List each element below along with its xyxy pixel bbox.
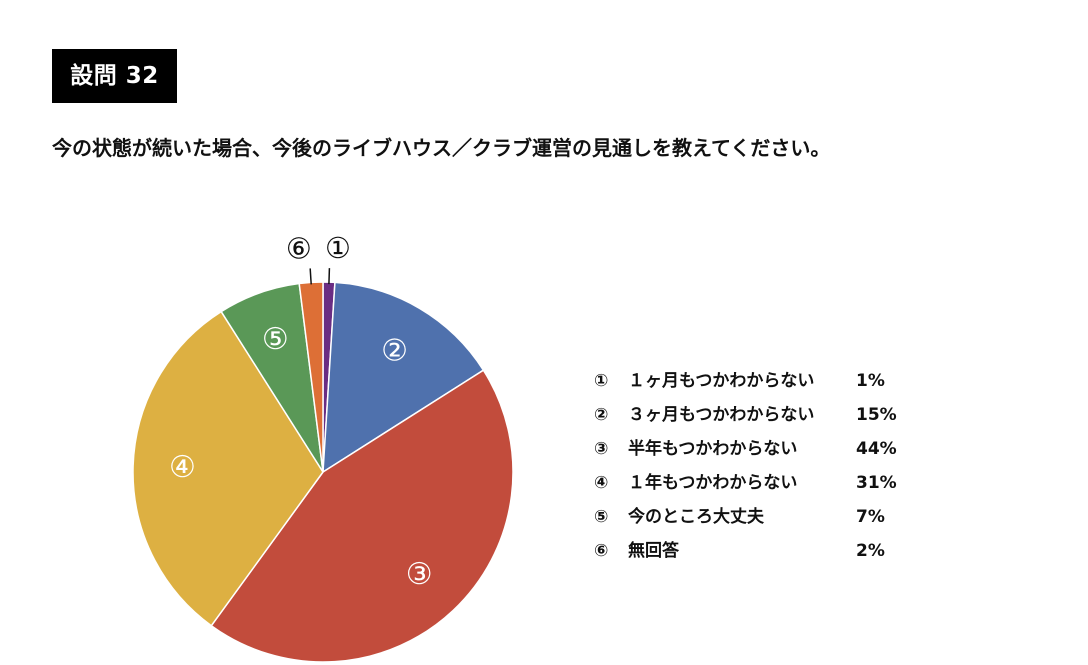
legend-marker: ② xyxy=(594,405,609,425)
legend-item-3: ③ 半年もつかわからない 44% xyxy=(594,432,897,466)
legend-marker: ④ xyxy=(594,473,609,493)
slice-marker-label-4: ④ xyxy=(169,450,196,485)
legend-value: 44% xyxy=(856,439,897,459)
question-text: 今の状態が続いた場合、今後のライブハウス／クラブ運営の見通しを教えてください。 xyxy=(52,136,831,160)
legend-marker: ⑤ xyxy=(594,507,609,527)
legend-label: 無回答 xyxy=(628,541,679,561)
pie-slice-3 xyxy=(210,369,514,663)
legend-marker: ⑥ xyxy=(594,541,609,561)
legend-label: 今のところ大丈夫 xyxy=(628,507,764,527)
pie-slice-2 xyxy=(322,281,485,474)
slice-marker-label-5: ⑤ xyxy=(262,322,289,357)
legend-value: 7% xyxy=(856,507,885,527)
legend-value: 31% xyxy=(856,473,897,493)
legend-label: ３ヶ月もつかわからない xyxy=(628,405,815,425)
legend-marker: ① xyxy=(594,371,609,391)
legend-label: 半年もつかわからない xyxy=(628,439,798,459)
legend-label: １ヶ月もつかわからない xyxy=(628,371,815,391)
legend-value: 15% xyxy=(856,405,897,425)
question-number-badge: 設問 32 xyxy=(52,49,177,103)
slice-marker-label-6: ⑥ xyxy=(286,231,312,265)
legend: ① １ヶ月もつかわからない 1% ② ３ヶ月もつかわからない 15% ③ 半年もつかわからない… xyxy=(594,364,897,568)
slice-marker-label-3: ③ xyxy=(406,557,433,592)
legend-value: 2% xyxy=(856,541,885,561)
legend-item-5: ⑤ 今のところ大丈夫 7% xyxy=(594,500,885,534)
slice-marker-label-1: ① xyxy=(325,231,351,265)
leader-line-1 xyxy=(328,268,331,285)
legend-item-2: ② ３ヶ月もつかわからない 15% xyxy=(594,398,897,432)
legend-label: １年もつかわからない xyxy=(628,473,798,493)
legend-item-6: ⑥ 無回答 2% xyxy=(594,534,885,568)
leader-line-6 xyxy=(309,268,312,285)
legend-marker: ③ xyxy=(594,439,609,459)
legend-value: 1% xyxy=(856,371,885,391)
pie-slice-4 xyxy=(132,310,324,627)
legend-item-4: ④ １年もつかわからない 31% xyxy=(594,466,897,500)
legend-item-1: ① １ヶ月もつかわからない 1% xyxy=(594,364,885,398)
slice-marker-label-2: ② xyxy=(381,333,408,368)
